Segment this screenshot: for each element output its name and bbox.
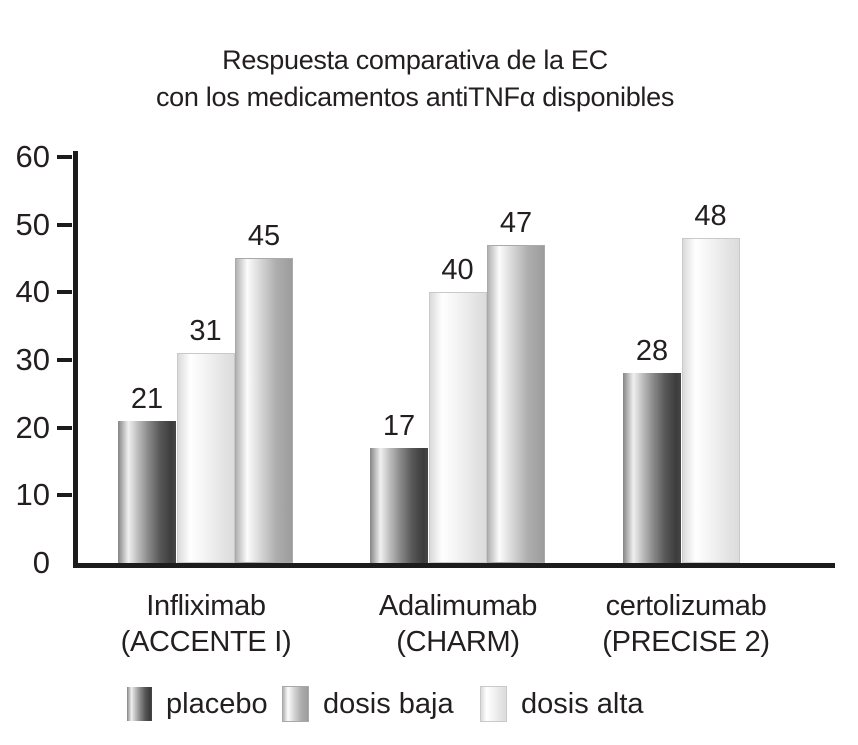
x-category-label: Adalimumab (CHARM): [308, 588, 608, 660]
y-tick-label: 0: [32, 545, 50, 580]
y-tick-mark: [57, 154, 72, 159]
x-category-name: Adalimumab: [378, 590, 538, 622]
legend-label: dosis alta: [521, 688, 644, 720]
y-axis-line: [73, 151, 78, 568]
bar-value-label: 45: [247, 220, 281, 252]
bar-value-label: 17: [382, 410, 416, 442]
legend-item: dosis baja: [282, 684, 454, 724]
x-category-label: certolizumab (PRECISE 2): [536, 588, 836, 660]
chart-title-line2: con los medicamentos antiTNFα disponible…: [155, 82, 675, 112]
y-tick-label: 60: [15, 138, 50, 174]
bar-value-label: 31: [189, 315, 222, 347]
bar-dosis-baja: [176, 353, 235, 563]
bar-dosis-alta: [235, 258, 293, 563]
chart-title: Respuesta comparativa de la EC con los m…: [0, 42, 830, 116]
y-tick-label: 50: [15, 206, 50, 242]
y-tick-mark: [57, 222, 72, 227]
x-category-trial: (PRECISE 2): [602, 626, 770, 658]
y-tick-mark: [57, 493, 72, 498]
x-category-trial: (CHARM): [396, 626, 520, 658]
x-category-name: certolizumab: [605, 590, 767, 622]
y-tick-label: 30: [15, 341, 50, 377]
bar-placebo: [623, 373, 681, 563]
legend-swatch-medium: [282, 686, 309, 722]
bar-value-label: 47: [499, 207, 533, 239]
legend-label: dosis baja: [323, 688, 454, 720]
bar-value-label: 48: [694, 200, 727, 232]
bar-value-label: 21: [130, 383, 164, 415]
y-tick-label: 10: [15, 477, 50, 513]
y-tick-label: 20: [15, 409, 50, 445]
legend-swatch-light: [480, 686, 507, 722]
y-tick-mark: [57, 290, 72, 295]
bar-placebo: [118, 421, 176, 563]
legend-item: dosis alta: [480, 684, 644, 724]
bar-placebo: [370, 448, 428, 563]
bar-dosis-baja: [428, 292, 487, 563]
bar-value-label: 28: [635, 335, 669, 367]
bar-value-label: 40: [441, 254, 474, 286]
legend-label: placebo: [166, 688, 268, 720]
x-axis-line: [73, 563, 835, 568]
x-category-label: Infliximab (ACCENTE I): [56, 588, 356, 660]
legend-item: placebo: [127, 684, 268, 724]
bar-dosis-alta: [487, 245, 545, 563]
y-tick-mark: [57, 425, 72, 430]
bar-dosis-alta: [681, 238, 740, 563]
legend-swatch-dark: [127, 687, 152, 721]
x-category-trial: (ACCENTE I): [120, 626, 292, 658]
x-category-name: Infliximab: [146, 590, 266, 622]
y-tick-label: 40: [15, 274, 50, 310]
y-tick-mark: [57, 357, 72, 362]
legend: placebo dosis baja dosis alta: [0, 684, 858, 728]
chart-title-line1: Respuesta comparativa de la EC: [222, 45, 608, 75]
